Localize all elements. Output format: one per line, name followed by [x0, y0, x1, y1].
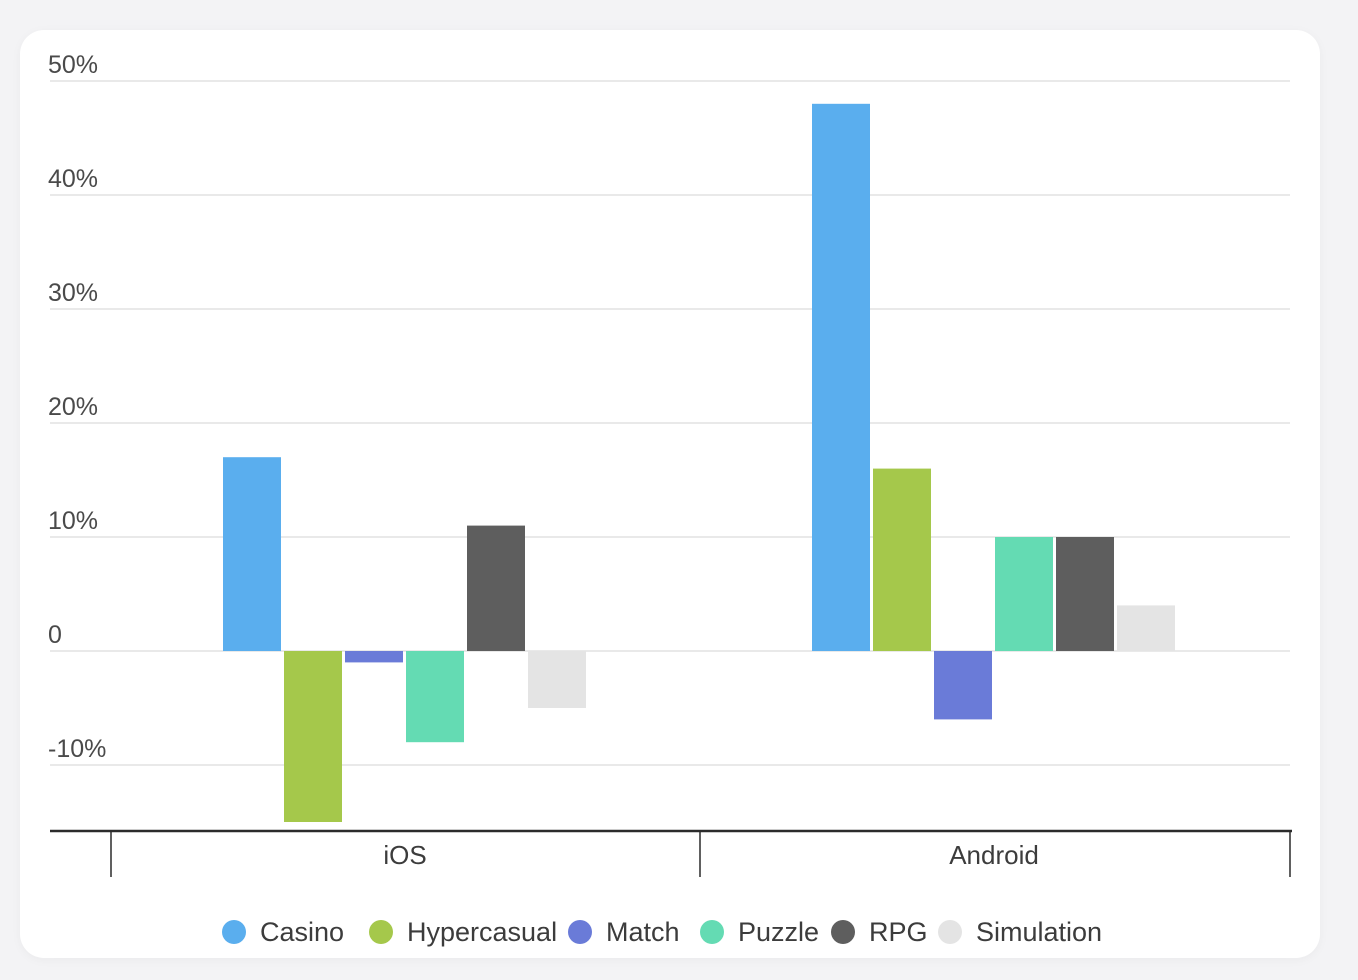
bar-hypercasual-ios — [284, 651, 342, 822]
legend-swatch-simulation — [938, 920, 962, 944]
bar-match-ios — [345, 651, 403, 663]
legend-swatch-hypercasual — [369, 920, 393, 944]
legend-label-simulation: Simulation — [976, 917, 1102, 947]
bar-puzzle-android — [995, 537, 1053, 651]
legend-swatch-casino — [222, 920, 246, 944]
legend-swatch-match — [568, 920, 592, 944]
bar-rpg-ios — [467, 525, 525, 651]
y-tick-label: 10% — [48, 507, 98, 535]
bar-casino-ios — [223, 457, 281, 651]
y-tick-label: 50% — [48, 51, 98, 79]
y-tick-label: -10% — [48, 735, 106, 763]
bar-rpg-android — [1056, 537, 1114, 651]
bar-hypercasual-android — [873, 468, 931, 651]
bar-casino-android — [812, 103, 870, 652]
legend-label-rpg: RPG — [869, 917, 928, 947]
legend-label-hypercasual: Hypercasual — [407, 917, 557, 947]
y-tick-label: 40% — [48, 165, 98, 193]
bar-puzzle-ios — [406, 651, 464, 743]
x-tick-label: Android — [949, 840, 1039, 870]
x-tick-label: iOS — [383, 840, 426, 870]
legend-label-puzzle: Puzzle — [738, 917, 819, 947]
bar-simulation-ios — [528, 651, 586, 708]
legend-label-match: Match — [606, 917, 680, 947]
legend-swatch-rpg — [831, 920, 855, 944]
y-tick-label: 0 — [48, 621, 62, 649]
bar-simulation-android — [1117, 605, 1175, 651]
y-tick-label: 20% — [48, 393, 98, 421]
legend-swatch-puzzle — [700, 920, 724, 944]
y-tick-label: 30% — [48, 279, 98, 307]
bar-match-android — [934, 651, 992, 720]
legend-label-casino: Casino — [260, 917, 344, 947]
